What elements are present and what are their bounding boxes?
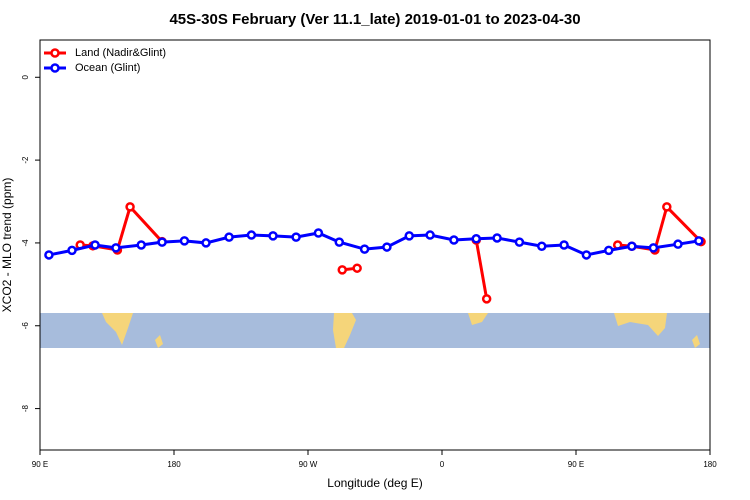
chart-title: 45S-30S February (Ver 11.1_late) 2019-01… [169,11,580,28]
point [449,235,459,245]
point [673,239,683,249]
series-line [48,231,700,257]
legend-label: Land (Nadir&Glint) [75,47,166,59]
point [404,231,414,241]
point [201,238,211,248]
point [648,243,659,253]
point [246,230,257,240]
point [337,265,347,275]
point [559,240,569,250]
point [125,202,135,212]
map-background [40,313,710,348]
point [67,245,77,256]
point [268,231,278,241]
point [382,242,392,252]
legend-marker [50,48,60,58]
point [313,228,324,238]
point [581,250,592,260]
x-tick-label: 90 E [32,460,48,469]
point [481,294,492,304]
point [291,232,301,242]
x-axis-label: Longitude (deg E) [327,476,422,490]
point [662,202,672,212]
point [514,237,525,247]
y-tick-label: -4 [21,239,30,247]
y-tick-label: -2 [21,156,30,164]
point [136,240,146,250]
point [334,237,345,247]
point [90,240,100,250]
point [179,236,190,246]
point [111,243,121,253]
x-tick-label: 180 [703,460,717,469]
point [492,233,502,243]
y-axis-label: XCO2 - MLO trend (ppm) [0,178,14,313]
point [537,241,547,251]
x-tick-label: 180 [167,460,181,469]
point [352,263,362,273]
point [224,232,234,242]
point [157,237,167,247]
legend-label: Ocean (Glint) [75,62,140,74]
point [44,250,54,260]
point [359,244,370,254]
y-tick-label: -6 [21,322,30,330]
plot-frame [39,39,711,451]
point [604,245,614,256]
y-tick-label: -8 [21,404,30,412]
point [425,230,435,240]
point [471,234,481,244]
x-tick-label: 0 [440,460,445,469]
x-tick-label: 90 E [568,460,584,469]
y-tick-label: 0 [21,74,30,79]
x-tick-label: 90 W [299,460,318,469]
point [694,236,704,246]
point [627,241,637,251]
legend-marker [50,63,60,73]
